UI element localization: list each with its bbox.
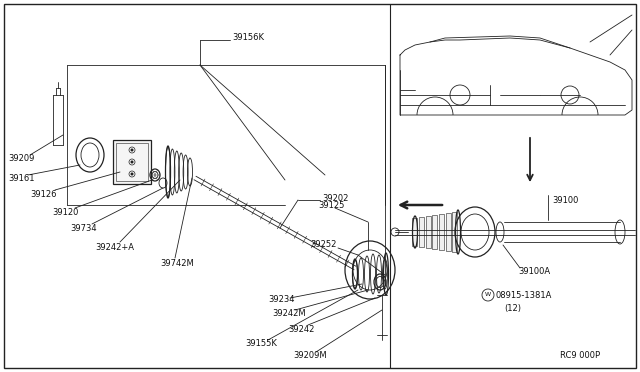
Text: 39120: 39120 (52, 208, 78, 217)
Bar (446, 213, 451, 251)
Text: 39202: 39202 (322, 193, 348, 202)
Circle shape (131, 160, 134, 164)
Text: (12): (12) (504, 304, 521, 312)
Bar (452, 212, 458, 252)
Bar (433, 215, 438, 249)
Bar (113, 140, 151, 184)
Text: 08915-1381A: 08915-1381A (496, 291, 552, 299)
Text: RC9 000P: RC9 000P (560, 350, 600, 359)
Bar (426, 216, 431, 248)
Bar (116, 143, 148, 181)
Text: 39209M: 39209M (293, 352, 326, 360)
Text: 39242+A: 39242+A (95, 243, 134, 251)
Text: 39125: 39125 (318, 201, 344, 209)
Text: 39156K: 39156K (232, 32, 264, 42)
Text: 39242M: 39242M (272, 310, 306, 318)
Bar (413, 218, 417, 246)
Text: 39161: 39161 (8, 173, 35, 183)
Bar (419, 217, 424, 247)
Circle shape (131, 173, 134, 176)
Text: 39234: 39234 (268, 295, 294, 305)
Text: 39242: 39242 (288, 324, 314, 334)
Text: 39734: 39734 (70, 224, 97, 232)
Bar (439, 214, 444, 250)
Text: W: W (485, 292, 491, 298)
Text: 39209: 39209 (8, 154, 35, 163)
Text: 39742M: 39742M (160, 259, 194, 267)
Text: 39126: 39126 (30, 189, 56, 199)
Text: 39252: 39252 (310, 240, 337, 248)
Text: 39155K: 39155K (245, 340, 277, 349)
Circle shape (131, 148, 134, 151)
Text: 39100A: 39100A (518, 267, 550, 276)
Text: 39100: 39100 (552, 196, 579, 205)
